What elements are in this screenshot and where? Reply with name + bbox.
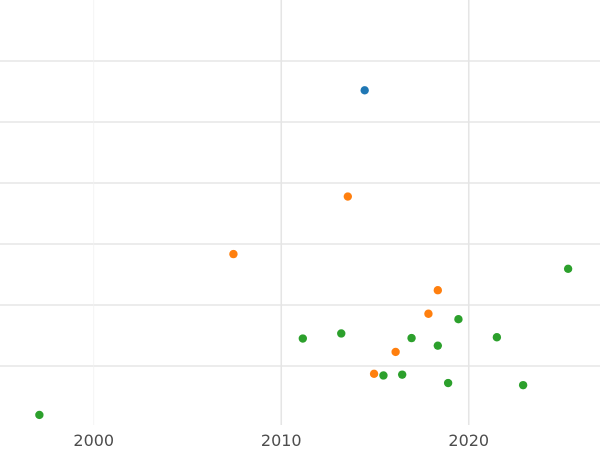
x-axis-ticks: 2000 2010 2020 xyxy=(73,431,489,450)
data-point xyxy=(343,192,353,201)
data-point xyxy=(360,86,369,95)
data-point xyxy=(443,378,453,388)
data-point xyxy=(337,329,346,338)
x-tick-label: 2000 xyxy=(73,431,114,450)
data-point xyxy=(379,371,388,380)
data-point xyxy=(391,347,400,357)
data-point xyxy=(369,369,379,378)
data-point xyxy=(433,286,443,295)
data-point xyxy=(424,309,433,318)
data-point xyxy=(433,341,443,350)
x-tick-label: 2020 xyxy=(448,431,489,450)
data-point xyxy=(35,410,44,420)
data-points xyxy=(35,86,573,420)
data-point xyxy=(518,380,528,390)
grid xyxy=(0,0,600,425)
data-point xyxy=(298,334,308,343)
data-point xyxy=(492,333,502,342)
data-point xyxy=(397,370,407,379)
data-point xyxy=(454,315,463,324)
data-point xyxy=(229,249,238,259)
x-tick-label: 2010 xyxy=(261,431,302,450)
data-point xyxy=(407,333,416,343)
data-point xyxy=(563,264,573,273)
